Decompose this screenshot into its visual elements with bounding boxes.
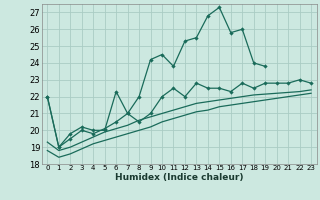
X-axis label: Humidex (Indice chaleur): Humidex (Indice chaleur)	[115, 173, 244, 182]
